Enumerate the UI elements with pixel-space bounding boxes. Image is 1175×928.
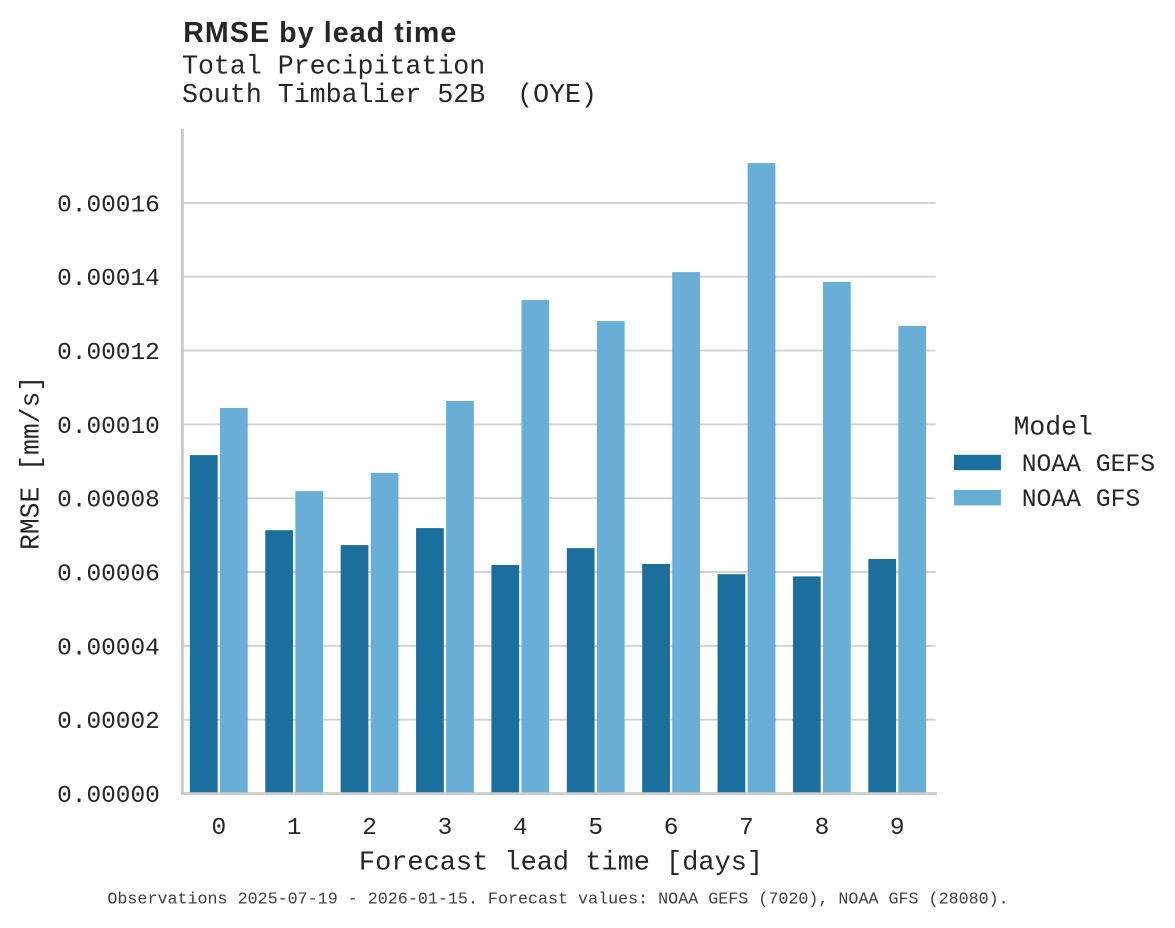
svg-text:0.00014: 0.00014 — [57, 266, 160, 293]
svg-text:0.00016: 0.00016 — [57, 192, 160, 219]
svg-text:Model: Model — [1014, 413, 1093, 443]
svg-text:6: 6 — [664, 815, 679, 842]
svg-text:5: 5 — [588, 815, 603, 842]
svg-text:0.00004: 0.00004 — [57, 635, 160, 662]
svg-text:Total Precipitation: Total Precipitation — [182, 52, 485, 82]
svg-text:1: 1 — [287, 815, 302, 842]
svg-text:0.00002: 0.00002 — [57, 709, 160, 736]
svg-text:8: 8 — [815, 815, 830, 842]
svg-text:3: 3 — [438, 815, 453, 842]
svg-text:RMSE by lead time: RMSE by lead time — [183, 17, 457, 49]
svg-text:0.00010: 0.00010 — [57, 414, 160, 441]
svg-text:South Timbalier 52B (OYE): South Timbalier 52B (OYE) — [182, 80, 597, 110]
svg-text:0: 0 — [211, 815, 226, 842]
svg-text:RMSE [mm/s]: RMSE [mm/s] — [16, 376, 46, 550]
svg-text:0.00006: 0.00006 — [57, 562, 160, 589]
svg-text:0.00000: 0.00000 — [57, 783, 160, 810]
svg-text:NOAA GEFS: NOAA GEFS — [1022, 451, 1155, 479]
svg-text:7: 7 — [739, 815, 754, 842]
svg-text:0.00012: 0.00012 — [57, 340, 160, 367]
svg-text:Observations 2025-07-19 - 2026: Observations 2025-07-19 - 2026-01-15. Fo… — [107, 891, 1008, 910]
svg-text:4: 4 — [513, 815, 528, 842]
svg-text:2: 2 — [362, 815, 377, 842]
svg-text:NOAA GFS: NOAA GFS — [1022, 486, 1141, 514]
svg-text:Forecast lead time [days]: Forecast lead time [days] — [359, 849, 763, 879]
svg-text:9: 9 — [890, 815, 905, 842]
svg-text:0.00008: 0.00008 — [57, 488, 160, 515]
